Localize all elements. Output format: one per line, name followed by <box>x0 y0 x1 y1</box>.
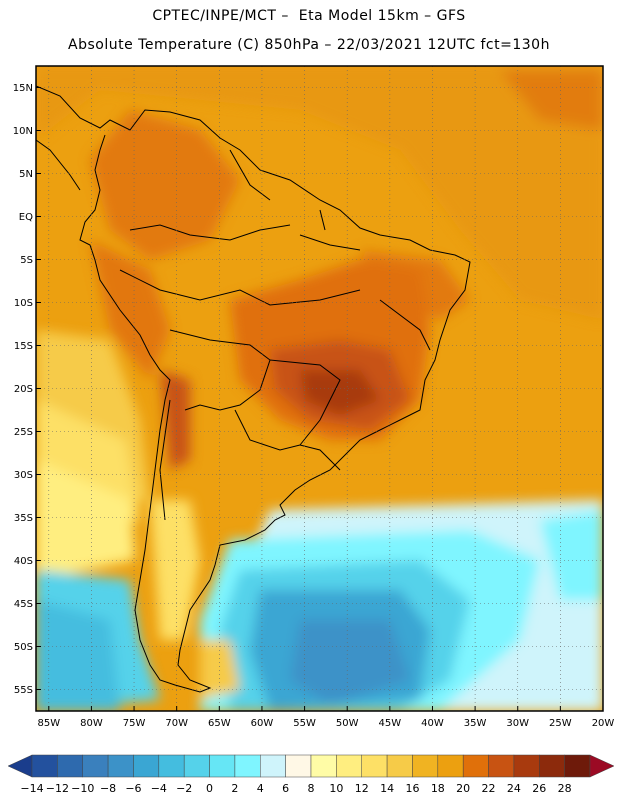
colorbar-swatch <box>539 754 565 778</box>
latitude-tick-labels: 15N 10N 5N EQ 5S 10S 15S 20S 25S 30S 35S 40S 45S 50S 5… <box>13 83 33 696</box>
lon-tick-label: 45W <box>379 718 402 729</box>
graticule <box>36 66 604 711</box>
colorbar-swatch <box>589 754 615 778</box>
colorbar-label: 2 <box>231 782 238 795</box>
colorbar-label: −12 <box>46 782 69 795</box>
colorbar-swatch <box>437 754 464 778</box>
lat-tick-label: 40S <box>14 556 33 567</box>
colorbar-label: −4 <box>151 782 167 795</box>
colorbar-swatch <box>285 754 312 778</box>
colorbar-swatch <box>209 754 236 778</box>
colorbar-label: −8 <box>100 782 116 795</box>
colorbar-swatch <box>158 754 185 778</box>
lon-tick-label: 40W <box>421 718 444 729</box>
colorbar-swatch <box>133 754 160 778</box>
colorbar-label: −6 <box>125 782 141 795</box>
colorbar-label: 14 <box>380 782 394 795</box>
colorbar-swatch <box>310 754 337 778</box>
colorbar-swatch <box>462 754 489 778</box>
lat-tick-label: 35S <box>14 513 33 524</box>
colorbar-swatch <box>386 754 413 778</box>
colorbar-label: 8 <box>308 782 315 795</box>
lat-tick-label: 25S <box>14 427 33 438</box>
colorbar-label: 24 <box>507 782 521 795</box>
colorbar-swatch <box>564 754 591 778</box>
colorbar-swatch <box>412 754 439 778</box>
lon-tick-label: 25W <box>549 718 572 729</box>
colorbar-swatch <box>107 754 134 778</box>
lon-tick-label: 75W <box>123 718 146 729</box>
lat-tick-label: 5N <box>19 169 33 180</box>
colorbar-swatch <box>31 754 58 778</box>
lat-tick-label: 55S <box>14 685 33 696</box>
colorbar-label: −10 <box>71 782 94 795</box>
lat-tick-label: 10S <box>14 298 33 309</box>
colorbar-label: 16 <box>405 782 419 795</box>
lon-tick-label: 85W <box>37 718 60 729</box>
lon-tick-label: 20W <box>592 718 615 729</box>
colorbar-swatch <box>513 754 540 778</box>
coastlines <box>36 85 471 693</box>
lat-tick-label: 10N <box>13 126 33 137</box>
colorbar-label: 22 <box>482 782 496 795</box>
colorbar-swatch <box>183 754 210 778</box>
colorbar-label: 20 <box>456 782 470 795</box>
colorbar-swatch <box>488 754 515 778</box>
lon-tick-label: 70W <box>165 718 188 729</box>
lon-tick-label: 30W <box>506 718 529 729</box>
colorbar-label: 28 <box>558 782 572 795</box>
colorbar-labels: −14 −12 −10 −8 −6 −4 −2 0 2 4 6 8 10 12 14 16 18 20 22 24 26… <box>20 782 571 795</box>
colorbar-label: −2 <box>176 782 192 795</box>
colorbar-label: 26 <box>532 782 546 795</box>
lat-tick-label: 45S <box>14 599 33 610</box>
colorbar-label: 0 <box>206 782 213 795</box>
lon-tick-label: 35W <box>464 718 487 729</box>
chart-title-line2: Absolute Temperature (C) 850hPa – 22/03/… <box>68 37 550 53</box>
lon-tick-label: 80W <box>80 718 103 729</box>
chart-title-line1: CPTEC/INPE/MCT – Eta Model 15km – GFS <box>152 8 466 24</box>
colorbar-label: 6 <box>282 782 289 795</box>
colorbar-label: 10 <box>329 782 343 795</box>
colorbar-swatch <box>57 754 83 778</box>
colorbar-swatch <box>361 754 388 778</box>
lat-tick-label: 15N <box>13 83 33 94</box>
colorbar <box>7 754 615 778</box>
lon-tick-label: 50W <box>336 718 359 729</box>
lat-tick-label: 50S <box>14 642 33 653</box>
colorbar-swatch <box>82 754 109 778</box>
colorbar-swatch <box>234 754 261 778</box>
colorbar-swatch <box>336 754 362 778</box>
colorbar-label: 4 <box>257 782 264 795</box>
colorbar-label: 18 <box>431 782 445 795</box>
colorbar-swatch <box>260 754 286 778</box>
lat-tick-label: 5S <box>20 255 33 266</box>
lat-tick-label: EQ <box>19 212 33 223</box>
longitude-tick-labels: 85W 80W 75W 70W 65W 60W 55W 50W 45W 40W 35W 30W 25W 2… <box>37 718 614 729</box>
colorbar-label: −14 <box>20 782 43 795</box>
lat-tick-label: 20S <box>14 384 33 395</box>
colorbar-swatch <box>7 754 33 778</box>
lon-tick-label: 55W <box>293 718 316 729</box>
lat-tick-label: 15S <box>14 341 33 352</box>
map-frame <box>35 65 604 712</box>
lon-tick-label: 65W <box>208 718 231 729</box>
lon-tick-label: 60W <box>251 718 274 729</box>
lat-tick-label: 30S <box>14 470 33 481</box>
colorbar-label: 12 <box>355 782 369 795</box>
